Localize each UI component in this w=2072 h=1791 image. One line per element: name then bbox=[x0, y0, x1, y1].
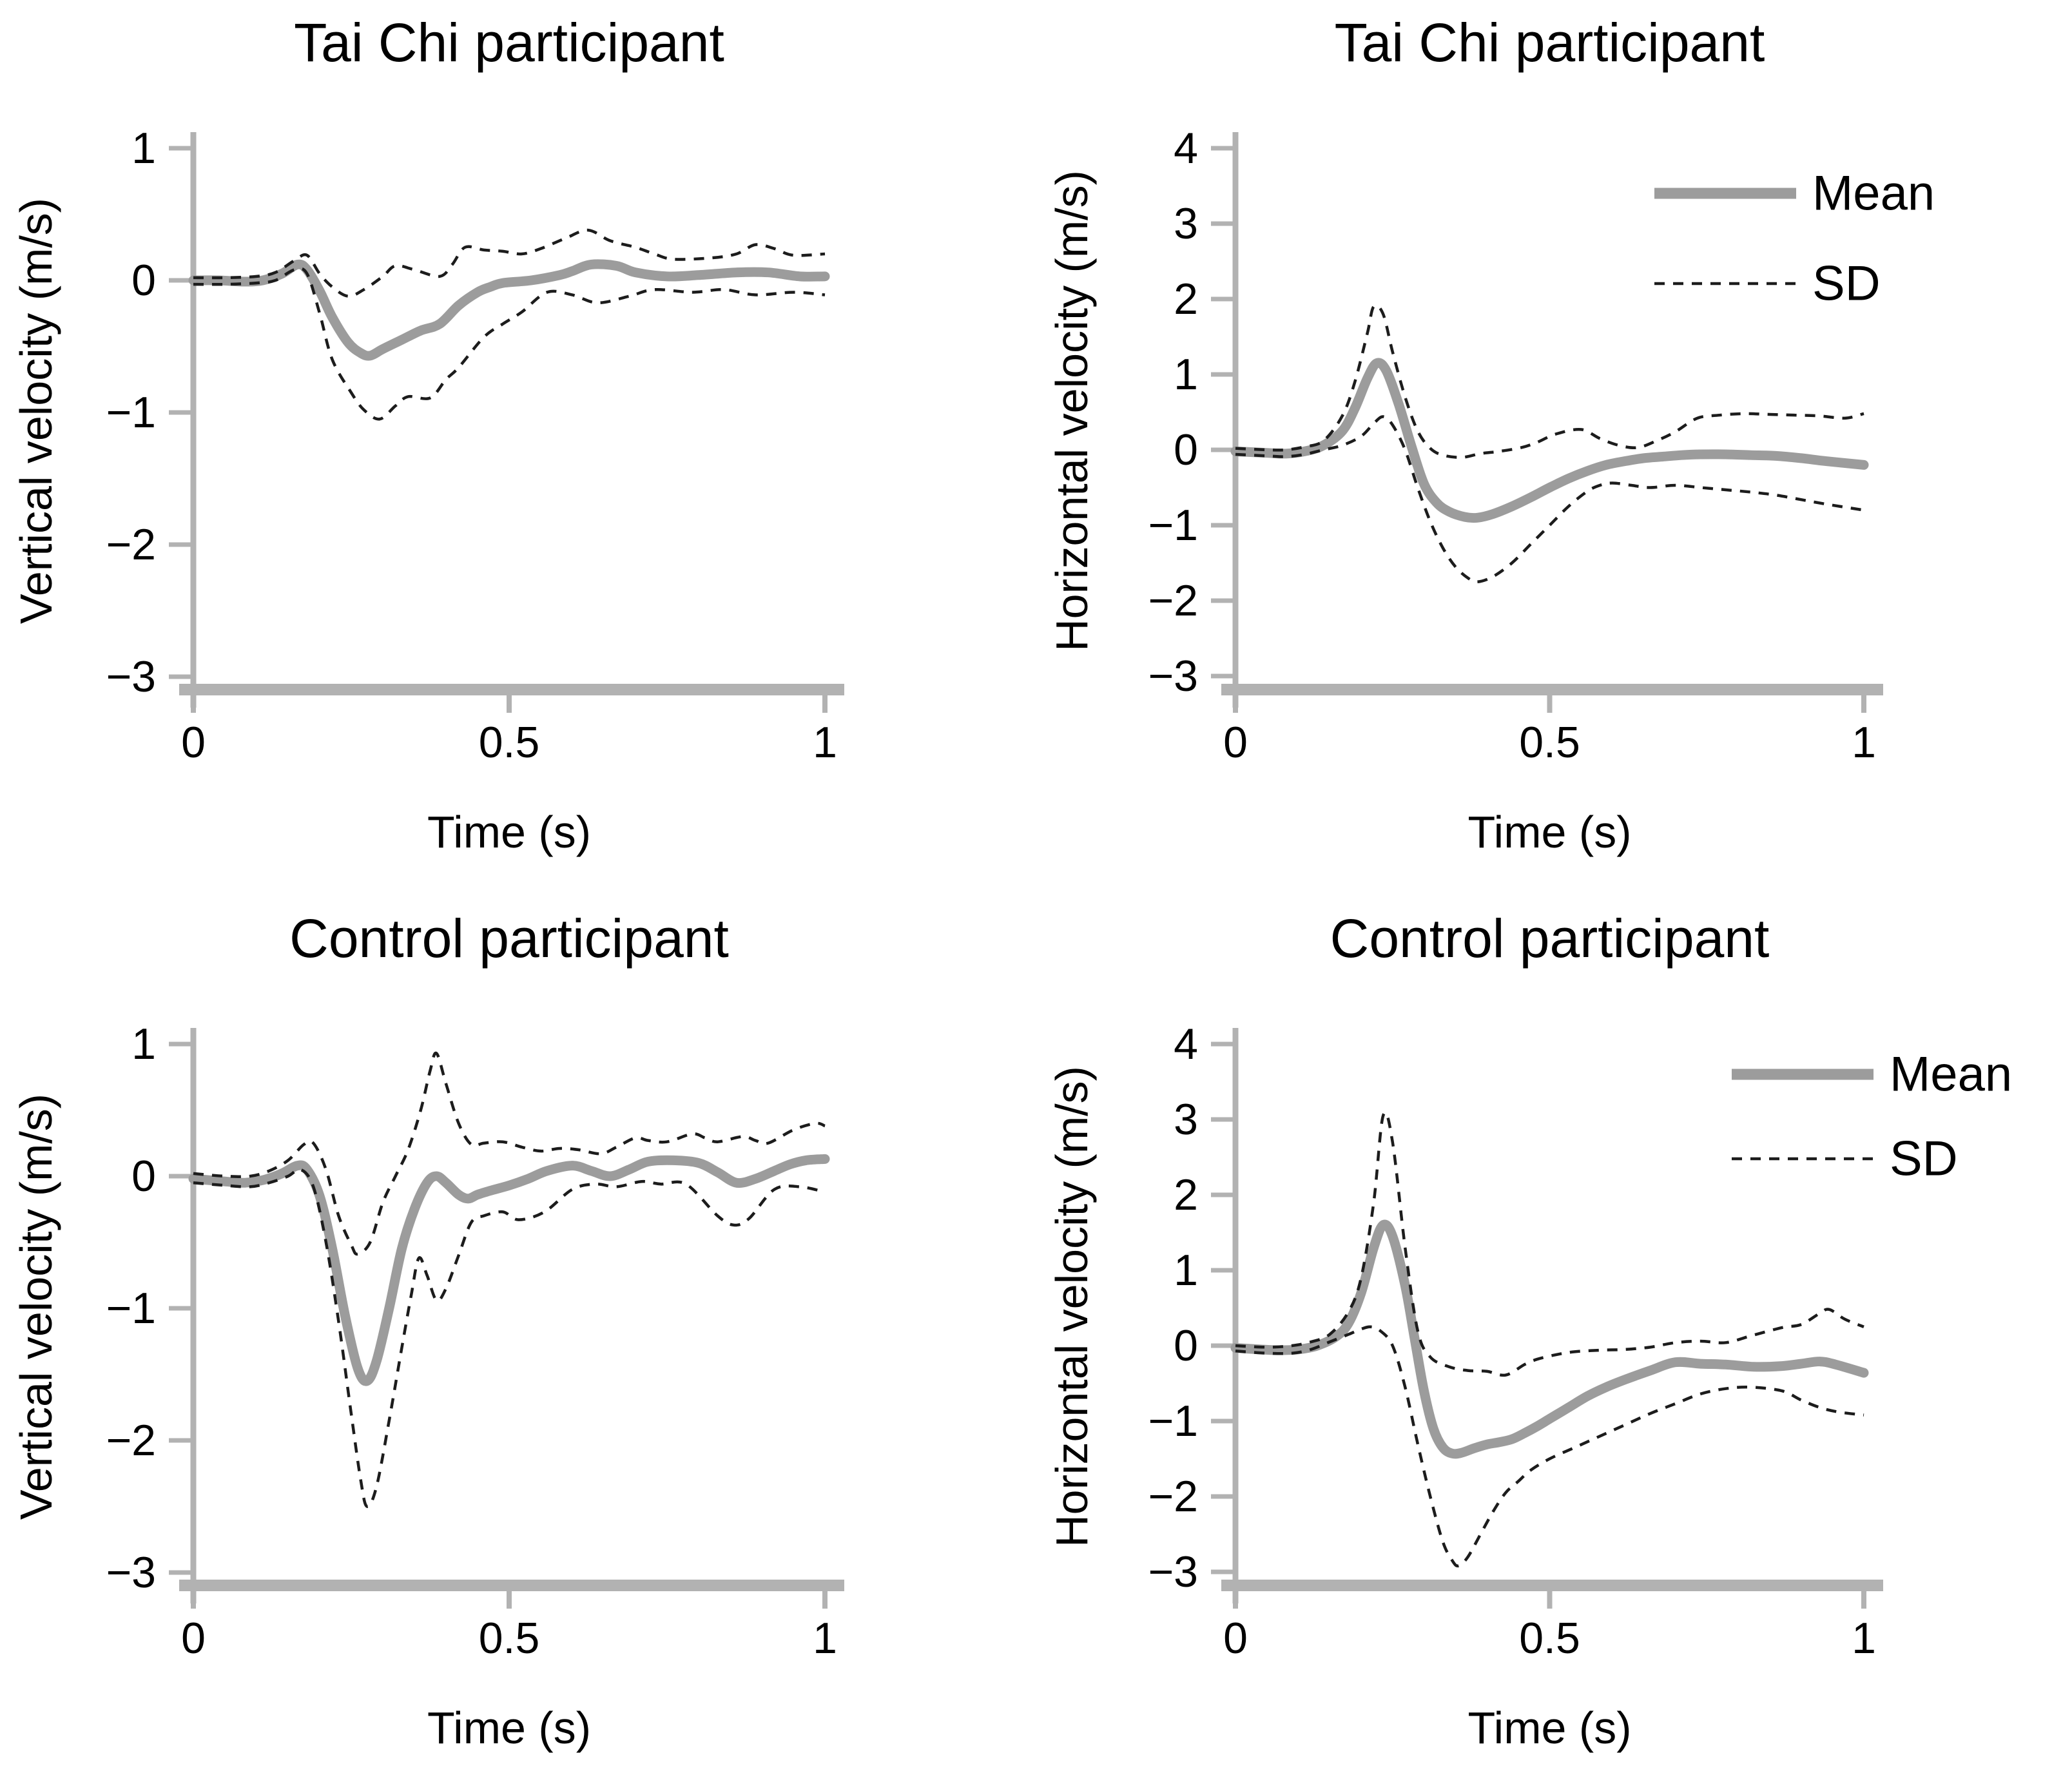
y-tick-label: −3 bbox=[1148, 652, 1198, 701]
legend-sd-label: SD bbox=[1812, 257, 1881, 311]
chart-title: Control participant bbox=[1330, 908, 1770, 969]
x-tick-label: 0 bbox=[1223, 1614, 1248, 1663]
x-axis-label: Time (s) bbox=[1467, 807, 1631, 857]
y-axis-label: Vertical velocity (m/s) bbox=[11, 198, 61, 624]
chart-control-horizontal: Control participant 4 3 2 1 0 −1 −2 −3 0 0.5 1 Time … bbox=[1047, 908, 2012, 1753]
y-tick-label: 1 bbox=[1174, 1246, 1198, 1295]
y-tick-label: 1 bbox=[131, 124, 156, 173]
mean-line bbox=[1230, 358, 1869, 523]
x-tick-label: 1 bbox=[813, 718, 837, 767]
y-tick-label: −1 bbox=[106, 1284, 156, 1333]
x-tick-label: 0 bbox=[181, 1614, 206, 1663]
x-axis-label: Time (s) bbox=[1467, 1703, 1631, 1753]
chart-tai-chi-vertical: Tai Chi participant 1 0 −1 −2 −3 0 0.5 1 Time (s)… bbox=[11, 12, 844, 857]
y-tick-label: 1 bbox=[1174, 350, 1198, 399]
x-tick-label: 0.5 bbox=[479, 1614, 540, 1663]
y-tick-label: 3 bbox=[1174, 199, 1198, 248]
sd-lower-line bbox=[193, 1168, 826, 1508]
legend-sd-label: SD bbox=[1890, 1132, 1958, 1186]
sd-upper-line bbox=[1235, 1110, 1864, 1377]
y-tick-label: −2 bbox=[1148, 1472, 1198, 1521]
sd-lower-line bbox=[1235, 1325, 1864, 1568]
x-tick-label: 0.5 bbox=[1519, 1614, 1580, 1663]
y-tick-label: −2 bbox=[106, 1416, 156, 1465]
legend-mean-label: Mean bbox=[1812, 166, 1935, 221]
chart-title: Control participant bbox=[289, 908, 729, 969]
y-tick-label: 4 bbox=[1174, 124, 1198, 173]
x-tick-label: 0 bbox=[1223, 718, 1248, 767]
panel-control-vertical: Control participant 1 0 −1 −2 −3 0 0.5 1 Time (s)… bbox=[0, 896, 1036, 1791]
y-tick-label: 0 bbox=[1174, 425, 1198, 474]
y-tick-label: 1 bbox=[131, 1020, 156, 1069]
sd-lower-line bbox=[1235, 415, 1864, 584]
y-tick-label: −1 bbox=[106, 388, 156, 437]
y-axis-label: Horizontal velocity (m/s) bbox=[1047, 170, 1097, 652]
x-tick-label: 0 bbox=[181, 718, 206, 767]
sd-lower-line bbox=[193, 267, 826, 421]
chart-control-vertical: Control participant 1 0 −1 −2 −3 0 0.5 1 Time (s)… bbox=[11, 908, 844, 1753]
chart-tai-chi-horizontal: Tai Chi participant 4 3 2 1 0 −1 −2 −3 0 0.5 1 Time … bbox=[1047, 12, 1935, 857]
x-tick-label: 0.5 bbox=[1519, 718, 1580, 767]
sd-upper-line bbox=[193, 1051, 826, 1256]
y-tick-label: −3 bbox=[106, 1548, 156, 1597]
y-tick-label: −3 bbox=[106, 652, 156, 701]
y-tick-label: −1 bbox=[1148, 501, 1198, 550]
y-tick-label: 3 bbox=[1174, 1095, 1198, 1144]
legend-mean-label: Mean bbox=[1890, 1047, 2012, 1102]
x-tick-label: 1 bbox=[1852, 718, 1876, 767]
chart-title: Tai Chi participant bbox=[1335, 12, 1765, 73]
x-axis-label: Time (s) bbox=[427, 1703, 591, 1753]
sd-upper-line bbox=[193, 228, 826, 298]
y-tick-label: 4 bbox=[1174, 1020, 1198, 1069]
y-tick-label: 0 bbox=[1174, 1321, 1198, 1370]
mean-line bbox=[1230, 1219, 1869, 1459]
x-tick-label: 1 bbox=[1852, 1614, 1876, 1663]
x-tick-label: 1 bbox=[813, 1614, 837, 1663]
chart-title: Tai Chi participant bbox=[294, 12, 724, 73]
y-tick-label: 0 bbox=[131, 256, 156, 305]
x-tick-label: 0.5 bbox=[479, 718, 540, 767]
sd-upper-line bbox=[1235, 304, 1864, 460]
y-tick-label: 0 bbox=[131, 1152, 156, 1201]
y-tick-label: −3 bbox=[1148, 1547, 1198, 1596]
y-axis-label: Horizontal velocity (m/s) bbox=[1047, 1066, 1097, 1547]
y-tick-label: −2 bbox=[106, 520, 156, 569]
y-tick-label: 2 bbox=[1174, 1170, 1198, 1219]
x-axis-label: Time (s) bbox=[427, 807, 591, 857]
y-axis-label: Vertical velocity (m/s) bbox=[11, 1094, 61, 1520]
panel-tai-chi-horizontal: Tai Chi participant 4 3 2 1 0 −1 −2 −3 0 0.5 1 Time … bbox=[1036, 0, 2071, 895]
panel-control-horizontal: Control participant 4 3 2 1 0 −1 −2 −3 0 0.5 1 Time … bbox=[1036, 896, 2071, 1791]
mean-line bbox=[188, 259, 830, 361]
mean-line bbox=[188, 1154, 830, 1386]
panel-tai-chi-vertical: Tai Chi participant 1 0 −1 −2 −3 0 0.5 1 Time (s)… bbox=[0, 0, 1036, 895]
y-tick-label: −2 bbox=[1148, 576, 1198, 625]
y-tick-label: 2 bbox=[1174, 275, 1198, 324]
y-tick-label: −1 bbox=[1148, 1397, 1198, 1446]
